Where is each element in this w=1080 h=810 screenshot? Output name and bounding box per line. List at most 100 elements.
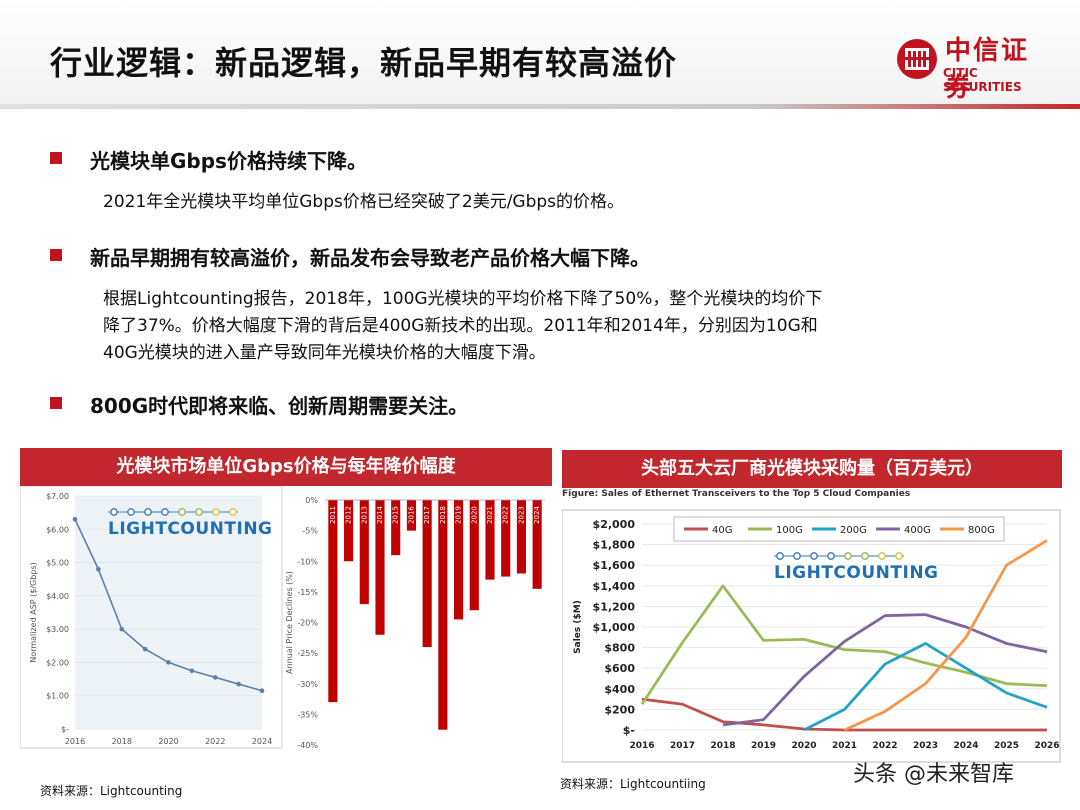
point-heading-2: 新品早期拥有较高溢价，新品发布会导致老产品价格大幅下降。	[90, 246, 650, 270]
decline-bar	[344, 500, 354, 562]
asp-data-point	[96, 566, 101, 572]
sales-y-tick-label: $800	[604, 642, 635, 655]
logo-dot-icon	[827, 552, 835, 560]
sales-y-tick-label: $400	[604, 683, 635, 696]
logo-chinese-text: 中信证券	[945, 36, 1030, 103]
lightcounting-logo-text: LIGHTCOUNTING	[774, 563, 939, 583]
sales-y-tick-label: $600	[604, 662, 635, 675]
right-panel-title: 头部五大云厂商光模块采购量（百万美元）	[562, 450, 1062, 488]
decline-y-tick-label: -5%	[302, 527, 318, 536]
logo-dot-icon	[127, 508, 135, 516]
sales-y-tick-label: $1,000	[593, 621, 636, 634]
decline-bar-chart: 0% -5% -10% -15% -20% -25% -30% -35% -40% Annual …	[285, 486, 552, 750]
sales-y-tick-label: $-	[623, 724, 635, 737]
decline-category-label: 2018	[439, 506, 447, 524]
point-heading-3: 800G时代即将来临、创新周期需要关注。	[90, 394, 469, 418]
decline-category-label: 2021	[486, 506, 494, 524]
asp-data-point	[119, 626, 125, 632]
logo-dot-icon	[861, 552, 869, 560]
decline-y-tick-label: -35%	[297, 710, 318, 719]
point-text-1-line-1: 2021年全光模块平均单位Gbps价格已经突破了2美元/Gbps的价格。	[103, 192, 625, 212]
sales-y-axis-label: Sales ($M)	[573, 600, 583, 654]
decline-bar	[532, 500, 542, 589]
asp-data-point	[236, 681, 241, 687]
asp-y-tick-label: $7.00	[46, 492, 69, 501]
left-panel-title: 光模块市场单位Gbps价格与每年降价幅度	[20, 448, 552, 486]
decline-bar	[485, 500, 495, 580]
citic-emblem-icon	[897, 39, 937, 79]
logo-dot-icon	[895, 552, 903, 560]
decline-category-label: 2014	[376, 506, 384, 524]
point-text-2-line-3: 40G光模块的进入量产导致同年光模块价格的大幅度下滑。	[103, 343, 546, 363]
logo-dot-icon	[793, 552, 801, 560]
point-heading-1: 光模块单Gbps价格持续下降。	[90, 149, 367, 173]
asp-data-point	[259, 688, 265, 694]
logo-english-text: CITIC SECURITIES	[943, 66, 1022, 94]
decline-category-label: 2024	[533, 506, 541, 524]
sales-y-tick-label: $2,000	[593, 518, 636, 531]
sales-line-chart: $- $200 $400 $600 $800 $1,000 $1,200 $1,400 $1,6…	[562, 509, 1061, 763]
decline-bar	[359, 500, 369, 605]
logo-dot-icon	[776, 552, 784, 560]
asp-data-point	[212, 675, 218, 680]
decline-category-label: 2022	[502, 506, 510, 524]
lightcounting-logo-text: LIGHTCOUNTING	[108, 519, 273, 539]
asp-y-tick-label: $-	[61, 725, 69, 734]
asp-data-point	[142, 646, 148, 652]
decline-category-label: 2011	[329, 506, 337, 524]
asp-data-point	[72, 517, 78, 522]
asp-y-tick-label: $3.00	[46, 625, 69, 634]
sales-x-tick-label: 2020	[791, 741, 816, 751]
sales-series-line	[722, 613, 1048, 727]
asp-y-tick-label: $4.00	[46, 592, 69, 601]
asp-y-axis-label: Normalized ASP ($/Gbps)	[29, 562, 38, 662]
asp-y-tick-label: $5.00	[46, 559, 69, 568]
sales-x-tick-label: 2019	[751, 741, 776, 751]
logo-dot-icon	[844, 552, 852, 560]
slide-title: 行业逻辑：新品逻辑，新品早期有较高溢价	[50, 44, 678, 82]
asp-x-tick-label: 2018	[112, 737, 132, 746]
citic-logo: 中信证券 CITIC SECURITIES	[895, 28, 1055, 103]
decline-bar	[454, 500, 464, 620]
decline-bar	[391, 500, 401, 556]
sales-y-tick-label: $1,200	[593, 600, 636, 613]
sales-y-tick-label: $1,400	[593, 580, 636, 593]
right-chart-area: $- $200 $400 $600 $800 $1,000 $1,200 $1,400 $1,6…	[562, 509, 1061, 763]
decline-category-label: 2013	[360, 506, 368, 524]
sales-x-tick-label: 2016	[629, 741, 654, 751]
decline-category-label: 2023	[517, 506, 525, 524]
decline-bar	[375, 500, 385, 635]
sales-y-tick-label: $1,600	[593, 559, 636, 572]
left-source-note: 资料来源：Lightcounting	[40, 784, 183, 798]
asp-x-tick-label: 2024	[252, 737, 272, 746]
decline-chart-frame	[288, 486, 552, 748]
sales-series-line	[803, 642, 1048, 732]
bullet-square-icon	[50, 397, 62, 409]
logo-dot-icon	[878, 552, 886, 560]
logo-dot-icon	[229, 508, 237, 516]
sales-x-tick-label: 2025	[994, 741, 1019, 751]
asp-y-tick-label: $6.00	[46, 525, 69, 534]
asp-data-point	[166, 660, 171, 665]
sales-x-tick-label: 2023	[913, 741, 938, 751]
sales-x-tick-label: 2018	[710, 741, 735, 751]
point-text-2-line-2: 降了37%。价格大幅度下滑的背后是400G新技术的出现。2011年和2014年，…	[103, 316, 818, 336]
sales-x-tick-label: 2026	[1034, 741, 1059, 751]
asp-line-chart: $- $1.00 $2.00 $3.00 $4.00 $5.00 $6.00 $7.00 201…	[20, 486, 283, 749]
right-source-note: 资料来源：Lightcountiing	[560, 777, 706, 791]
decline-y-tick-label: -40%	[297, 741, 318, 750]
logo-dot-icon	[110, 508, 118, 516]
asp-x-tick-label: 2020	[158, 737, 178, 746]
sales-x-tick-label: 2017	[670, 741, 695, 751]
sales-legend-label: 100G	[776, 525, 803, 536]
point-text-2-line-1: 根据Lightcounting报告，2018年，100G光模块的平均价格下降了5…	[103, 289, 823, 309]
decline-bar	[516, 500, 526, 574]
sales-series-line	[843, 539, 1048, 732]
logo-dot-icon	[195, 508, 203, 516]
bullet-square-icon	[50, 249, 62, 261]
decline-category-label: 2019	[455, 506, 463, 524]
sales-legend-label: 800G	[968, 525, 995, 536]
sales-legend-label: 200G	[840, 525, 867, 536]
header-divider	[0, 104, 1080, 109]
logo-dot-icon	[212, 508, 220, 516]
